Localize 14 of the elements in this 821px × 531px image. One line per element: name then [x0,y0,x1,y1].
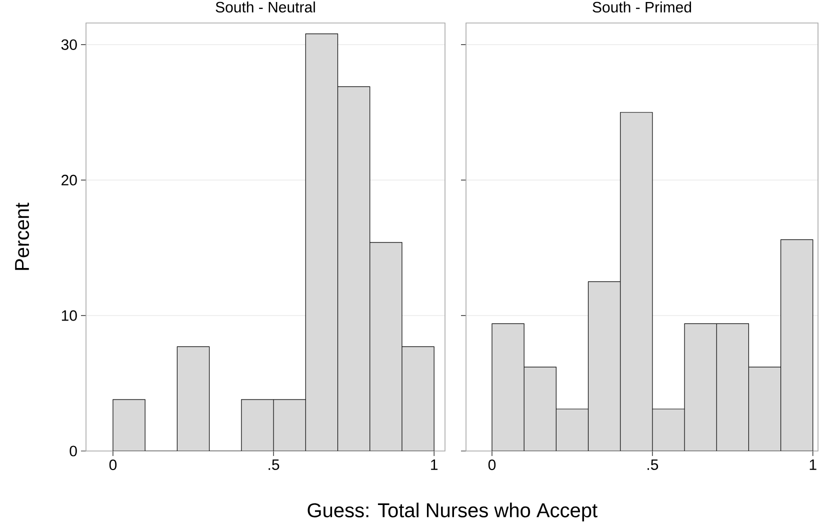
y-tick-label: 0 [70,446,77,456]
x-tick-label: 1 [431,460,438,470]
x-axis-title: Guess: Total Nurses who Accept [308,502,598,522]
x-tick-label: .5 [648,460,658,470]
y-tick-label: 20 [62,174,77,186]
x-tick-label: 0 [488,460,496,470]
chart-title: South - Primed [592,1,692,12]
y-axis-title: Percent [15,202,30,270]
y-tick-label: 10 [62,310,77,321]
y-tick-label: 30 [61,39,77,50]
x-tick-label: .5 [268,460,280,470]
chart-title: South - Neutral [216,1,315,12]
x-tick-label: 0 [109,460,117,470]
x-tick-label: 1 [810,460,816,470]
